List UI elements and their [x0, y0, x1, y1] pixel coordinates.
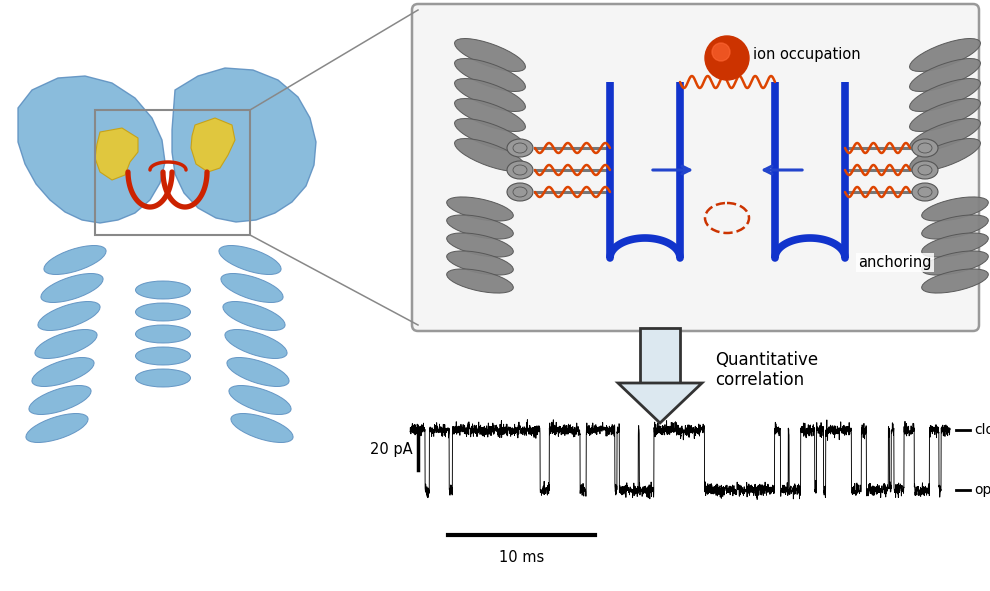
- Ellipse shape: [231, 414, 293, 443]
- Polygon shape: [172, 68, 316, 222]
- Ellipse shape: [26, 414, 88, 443]
- Ellipse shape: [446, 197, 514, 221]
- Text: 10 ms: 10 ms: [499, 550, 544, 565]
- Ellipse shape: [922, 197, 988, 221]
- Text: open: open: [974, 483, 990, 497]
- Ellipse shape: [229, 385, 291, 414]
- Ellipse shape: [136, 325, 190, 343]
- Polygon shape: [191, 118, 235, 172]
- Ellipse shape: [227, 358, 289, 387]
- Ellipse shape: [35, 330, 97, 359]
- Ellipse shape: [454, 38, 526, 72]
- Ellipse shape: [922, 269, 988, 293]
- Ellipse shape: [910, 119, 980, 151]
- Ellipse shape: [507, 139, 533, 157]
- Ellipse shape: [910, 59, 980, 92]
- Ellipse shape: [454, 79, 526, 112]
- Ellipse shape: [922, 215, 988, 239]
- Text: Quantitative
correlation: Quantitative correlation: [715, 350, 818, 389]
- Text: 20 pA: 20 pA: [370, 442, 413, 457]
- Ellipse shape: [910, 79, 980, 112]
- FancyBboxPatch shape: [412, 4, 979, 331]
- Circle shape: [705, 36, 749, 80]
- Text: ion occupation: ion occupation: [753, 47, 860, 61]
- Ellipse shape: [454, 99, 526, 131]
- Ellipse shape: [454, 138, 526, 171]
- Ellipse shape: [910, 99, 980, 131]
- Ellipse shape: [219, 245, 281, 274]
- Bar: [95, 110, 250, 235]
- Ellipse shape: [922, 233, 988, 257]
- Ellipse shape: [446, 251, 514, 275]
- Ellipse shape: [136, 303, 190, 321]
- Ellipse shape: [225, 330, 287, 359]
- Ellipse shape: [136, 347, 190, 365]
- Ellipse shape: [912, 139, 938, 157]
- Ellipse shape: [507, 183, 533, 201]
- Polygon shape: [618, 383, 702, 423]
- Ellipse shape: [910, 138, 980, 171]
- Ellipse shape: [454, 59, 526, 92]
- Ellipse shape: [44, 245, 106, 274]
- Ellipse shape: [912, 161, 938, 179]
- Ellipse shape: [446, 233, 514, 257]
- Polygon shape: [18, 76, 165, 223]
- Ellipse shape: [912, 183, 938, 201]
- Ellipse shape: [454, 119, 526, 151]
- Polygon shape: [95, 128, 138, 180]
- Ellipse shape: [922, 251, 988, 275]
- Ellipse shape: [446, 269, 514, 293]
- Ellipse shape: [41, 274, 103, 303]
- Ellipse shape: [507, 161, 533, 179]
- Text: closed: closed: [974, 423, 990, 437]
- Ellipse shape: [136, 281, 190, 299]
- Ellipse shape: [136, 369, 190, 387]
- Circle shape: [712, 43, 730, 61]
- Ellipse shape: [38, 301, 100, 330]
- Ellipse shape: [32, 358, 94, 387]
- Text: anchoring: anchoring: [858, 255, 932, 270]
- Ellipse shape: [221, 274, 283, 303]
- Ellipse shape: [910, 38, 980, 72]
- Ellipse shape: [29, 385, 91, 414]
- Ellipse shape: [446, 215, 514, 239]
- Polygon shape: [640, 328, 680, 383]
- Ellipse shape: [223, 301, 285, 330]
